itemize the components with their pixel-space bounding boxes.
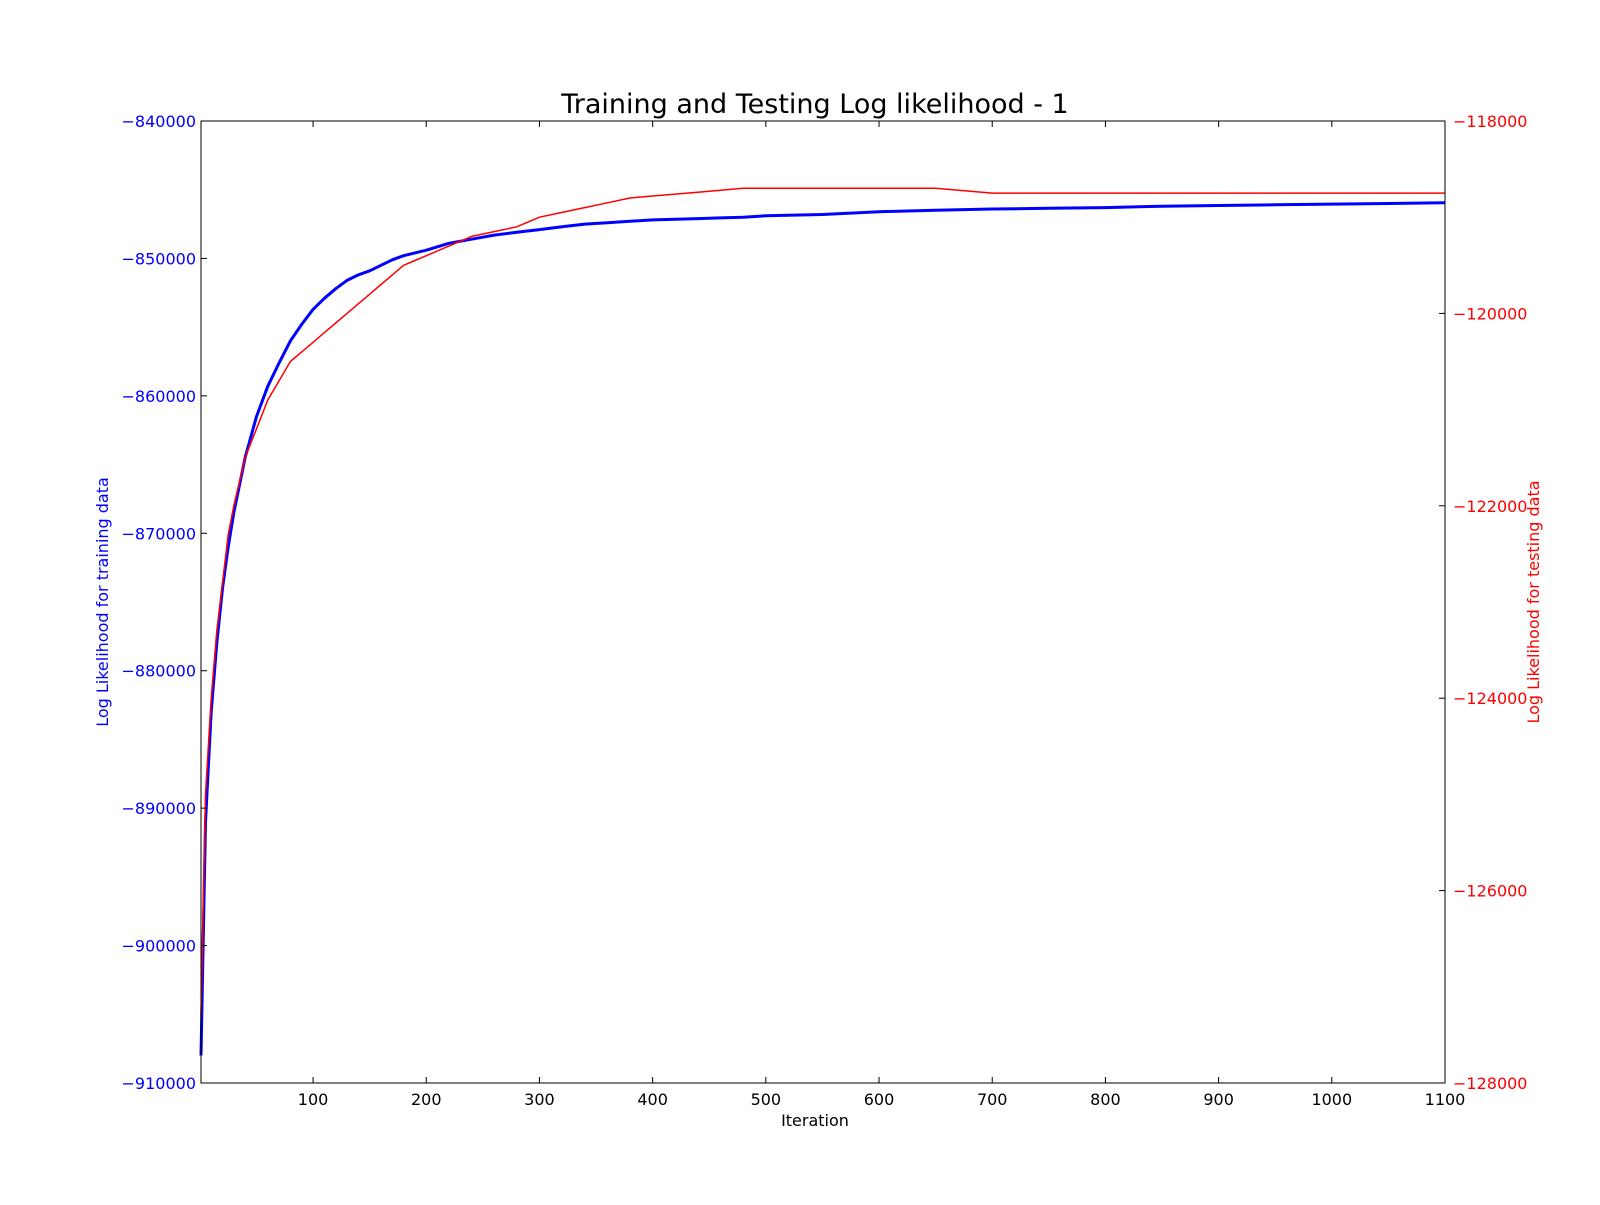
left-y-tick-label: −840000 bbox=[122, 112, 196, 131]
x-tick-label: 400 bbox=[637, 1090, 668, 1109]
testing-series-line bbox=[200, 187, 1445, 1016]
chart-title: Training and Testing Log likelihood - 1 bbox=[560, 89, 1068, 120]
left-y-tick-label: −900000 bbox=[122, 937, 196, 956]
right-y-axis-label: Log Likelihood for testing data bbox=[1524, 480, 1543, 723]
right-y-tick-label: −128000 bbox=[1453, 1074, 1527, 1093]
left-y-tick-label: −860000 bbox=[122, 387, 196, 406]
left-y-tick-label: −850000 bbox=[122, 249, 196, 268]
x-tick-label: 200 bbox=[411, 1090, 442, 1109]
x-tick-label: 900 bbox=[1203, 1090, 1234, 1109]
x-tick-label: 100 bbox=[298, 1090, 329, 1109]
x-tick-label: 300 bbox=[524, 1090, 555, 1109]
right-y-tick-label: −126000 bbox=[1453, 882, 1527, 901]
x-tick-label: 600 bbox=[864, 1090, 895, 1109]
right-y-tick-label: −122000 bbox=[1453, 497, 1527, 516]
left-y-tick-label: −890000 bbox=[122, 799, 196, 818]
training-series-line bbox=[199, 201, 1446, 1056]
x-tick-label: 700 bbox=[977, 1090, 1008, 1109]
left-y-tick-label: −910000 bbox=[122, 1074, 196, 1093]
plot-frame bbox=[200, 120, 1446, 1084]
right-y-tick-label: −120000 bbox=[1453, 304, 1527, 323]
x-tick-label: 800 bbox=[1090, 1090, 1121, 1109]
left-y-tick-label: −880000 bbox=[122, 662, 196, 681]
x-tick-label: 1100 bbox=[1425, 1090, 1466, 1109]
left-y-tick-label: −870000 bbox=[122, 524, 196, 543]
x-axis-label: Iteration bbox=[781, 1111, 849, 1130]
x-tick-label: 1000 bbox=[1311, 1090, 1352, 1109]
right-y-tick-label: −118000 bbox=[1453, 112, 1527, 131]
left-y-axis-label: Log Likelihood for training data bbox=[93, 477, 112, 727]
x-tick-label: 500 bbox=[751, 1090, 782, 1109]
right-y-tick-label: −124000 bbox=[1453, 689, 1527, 708]
